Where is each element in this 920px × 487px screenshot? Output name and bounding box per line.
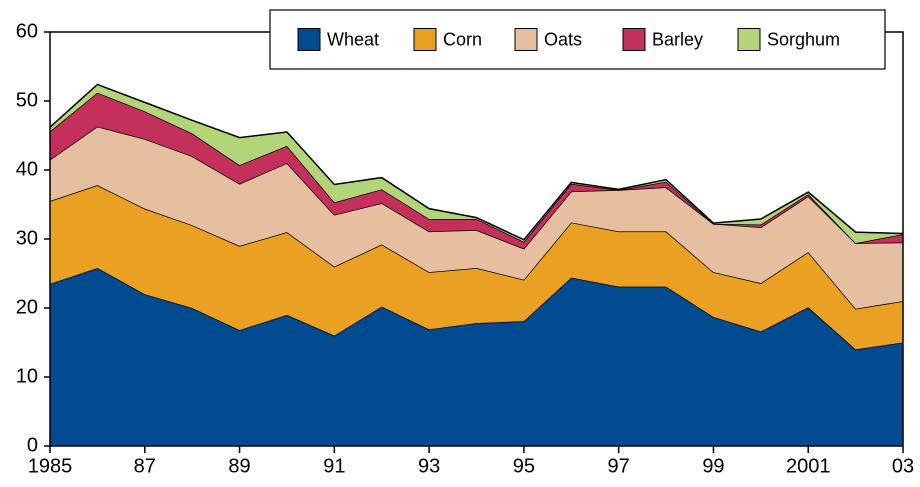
x-tick-label: 2001: [786, 455, 831, 477]
legend-swatch: [514, 28, 538, 51]
x-tick-label: 89: [228, 455, 250, 477]
legend-swatch: [413, 28, 437, 51]
legend-label: Corn: [443, 29, 482, 49]
y-tick-label: 40: [16, 158, 38, 180]
x-tick-label: 91: [323, 455, 345, 477]
x-tick-label: 95: [513, 455, 535, 477]
legend-label: Barley: [652, 29, 703, 49]
x-tick-label: 87: [134, 455, 156, 477]
x-tick-label: 93: [418, 455, 440, 477]
area: [50, 267, 903, 446]
x-tick-label: 03: [892, 455, 914, 477]
x-tick-label: 1985: [28, 455, 73, 477]
legend-swatch: [622, 28, 646, 51]
area: [50, 84, 903, 244]
area-outline: [49, 83, 904, 241]
legend-label: Sorghum: [767, 29, 840, 49]
legend-swatch: [737, 28, 761, 51]
legend-label: Wheat: [327, 29, 379, 49]
legend-swatch: [297, 28, 321, 51]
x-tick-label: 99: [702, 455, 724, 477]
y-tick-label: 30: [16, 227, 38, 249]
area: [50, 126, 903, 309]
legend-box: [269, 9, 886, 70]
y-tick-label: 60: [16, 20, 38, 42]
x-tick-label: 97: [608, 455, 630, 477]
y-tick-label: 10: [16, 365, 38, 387]
y-tick-label: 50: [16, 89, 38, 111]
legend-label: Oats: [544, 29, 582, 49]
y-tick-label: 20: [16, 296, 38, 318]
area: [50, 185, 903, 350]
y-tick-label: 0: [27, 434, 38, 456]
